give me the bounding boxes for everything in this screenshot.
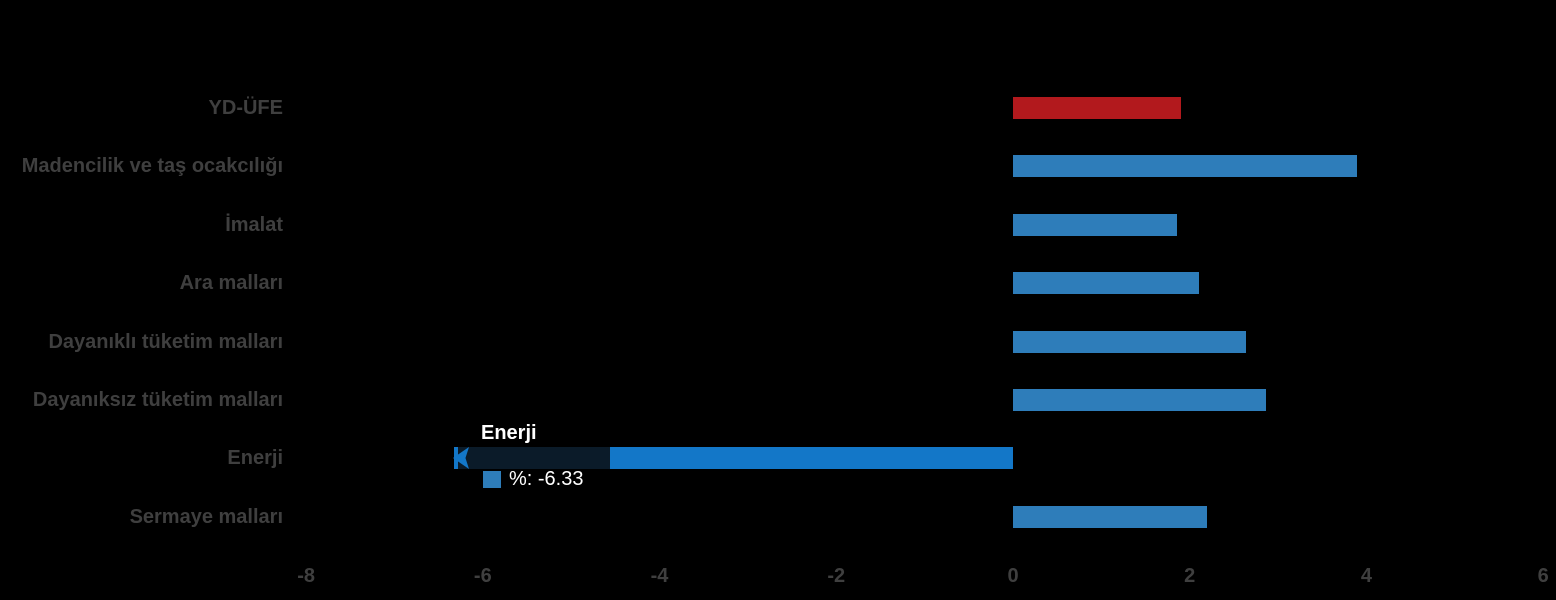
tooltip-title: Enerji xyxy=(481,422,537,444)
x-tick-label: 2 xyxy=(1184,565,1196,587)
chart-bar[interactable] xyxy=(1013,97,1181,119)
chart-bar[interactable] xyxy=(1013,389,1266,411)
chart-bar[interactable] xyxy=(1013,155,1357,178)
chart-bar[interactable] xyxy=(1013,272,1199,295)
tooltip-series-swatch-icon xyxy=(483,470,501,488)
category-label: YD-ÜFE xyxy=(208,97,283,119)
category-label: Enerji xyxy=(227,447,283,470)
category-label: Dayanıklı tüketim malları xyxy=(48,330,283,353)
tooltip-value-row: %: -6.33 xyxy=(483,468,583,490)
x-tick-label: 6 xyxy=(1537,565,1549,587)
category-label: Madencilik ve taş ocakcılığı xyxy=(21,155,283,178)
category-label: Ara malları xyxy=(179,272,283,295)
x-tick-label: -6 xyxy=(473,565,492,587)
chart-bar[interactable] xyxy=(1013,330,1247,353)
x-tick-label: -4 xyxy=(650,565,669,587)
chart-bar[interactable] xyxy=(1013,505,1207,528)
chart-bar[interactable] xyxy=(1013,213,1178,236)
x-tick-label: -2 xyxy=(827,565,846,587)
tooltip-value: %: -6.33 xyxy=(509,468,584,490)
category-label: Sermaye malları xyxy=(129,505,283,528)
tooltip-box xyxy=(458,447,610,469)
category-label: İmalat xyxy=(225,213,283,236)
x-tick-label: 0 xyxy=(1007,565,1019,587)
category-label: Dayanıksız tüketim malları xyxy=(32,389,283,411)
x-tick-label: -8 xyxy=(297,565,315,587)
x-tick-label: 4 xyxy=(1360,565,1372,587)
